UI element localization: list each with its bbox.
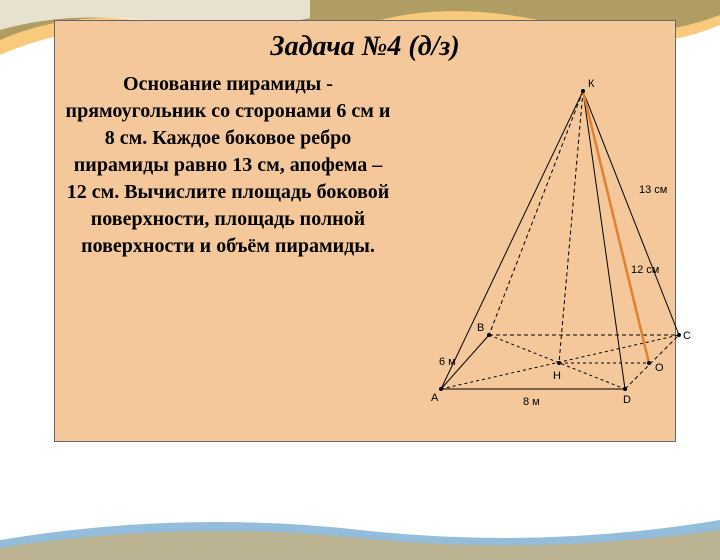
svg-text:К: К	[588, 78, 595, 90]
svg-text:D: D	[623, 394, 631, 406]
svg-text:12 см: 12 см	[631, 264, 659, 276]
svg-text:13 см: 13 см	[639, 184, 667, 196]
problem-text: Основание пирамиды - прямоугольник со ст…	[63, 71, 393, 260]
svg-text:B: B	[477, 322, 484, 334]
svg-text:O: O	[655, 362, 664, 374]
svg-text:6 м: 6 м	[439, 356, 456, 368]
svg-text:8 м: 8 м	[523, 396, 540, 408]
content-box: Задача №4 (д/з) Основание пирамиды - пря…	[54, 20, 676, 442]
title: Задача №4 (д/з)	[55, 31, 675, 63]
svg-text:Н: Н	[553, 370, 561, 382]
decorative-wave-bottom	[0, 500, 720, 560]
pyramid-diagram: К A B C D Н O 13 см 12 см 6 м 8 м	[393, 73, 693, 433]
svg-text:C: C	[683, 330, 691, 342]
svg-text:A: A	[431, 392, 439, 404]
